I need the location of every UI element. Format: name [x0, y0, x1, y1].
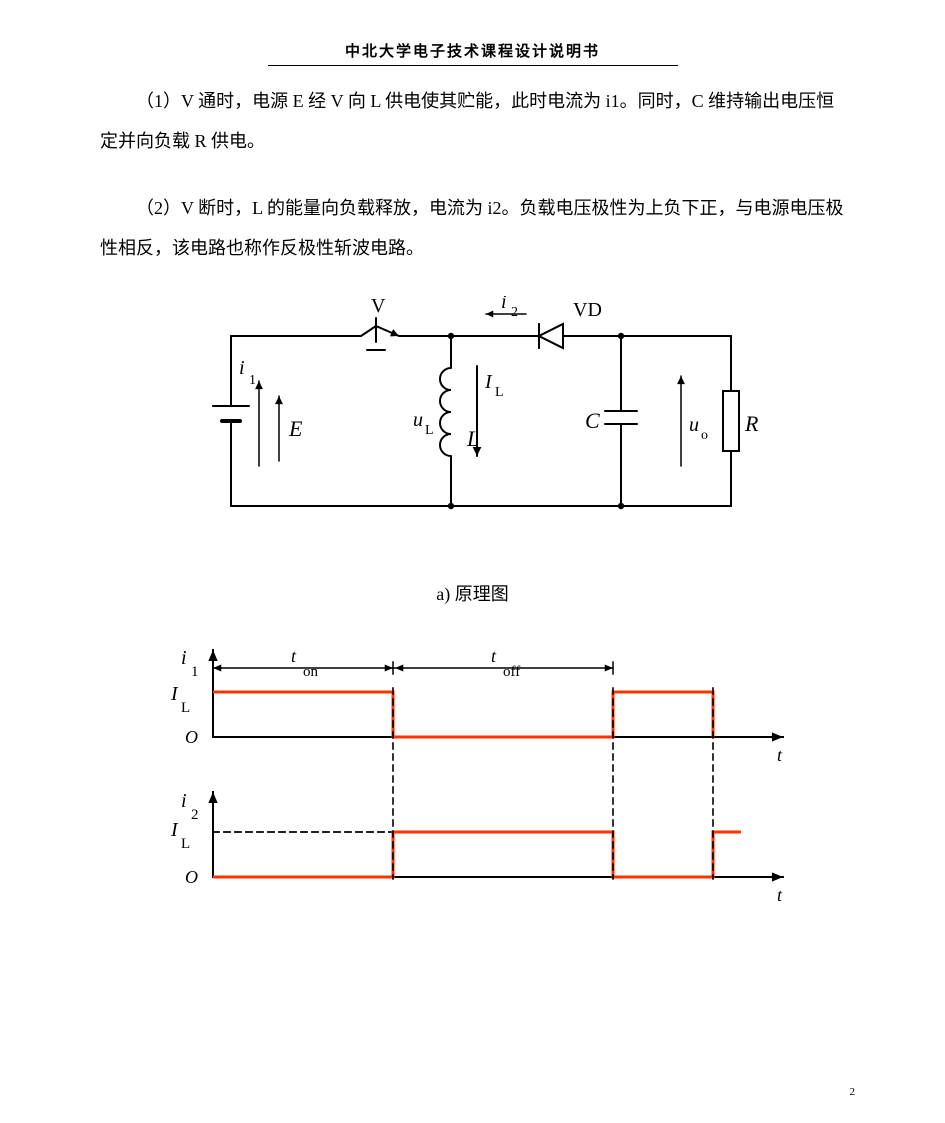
svg-text:1: 1: [249, 373, 256, 388]
svg-text:I: I: [170, 683, 179, 705]
svg-text:t: t: [777, 745, 783, 765]
svg-text:L: L: [181, 836, 190, 852]
svg-text:o: o: [701, 428, 708, 443]
svg-text:I: I: [170, 819, 179, 841]
svg-text:V: V: [371, 296, 386, 317]
svg-text:t: t: [291, 646, 297, 666]
svg-text:VD: VD: [573, 299, 602, 321]
svg-text:C: C: [585, 408, 600, 433]
svg-text:u: u: [689, 414, 699, 436]
svg-text:i: i: [239, 357, 245, 379]
svg-text:R: R: [744, 411, 759, 436]
svg-text:u: u: [413, 409, 423, 431]
paragraph-2: （2）V 断时，L 的能量向负载释放，电流为 i2。负载电压极性为上负下正，与电…: [100, 189, 845, 268]
svg-text:L: L: [181, 700, 190, 716]
svg-text:t: t: [777, 885, 783, 905]
waveform-diagram: i1ILOttontoffi2ILOt: [133, 642, 813, 927]
svg-text:O: O: [185, 867, 198, 887]
page-header: 中北大学电子技术课程设计说明书: [268, 40, 678, 66]
svg-text:i: i: [501, 296, 507, 313]
svg-text:2: 2: [191, 807, 199, 823]
svg-text:2: 2: [511, 305, 518, 320]
circuit-diagram: i1EVuLILLi2VDCuoR: [171, 296, 774, 544]
svg-text:off: off: [503, 664, 520, 680]
svg-text:i: i: [181, 647, 187, 669]
svg-text:on: on: [303, 664, 319, 680]
svg-text:I: I: [484, 371, 493, 393]
svg-text:L: L: [425, 423, 434, 438]
svg-text:i: i: [181, 790, 187, 812]
svg-text:L: L: [495, 385, 504, 400]
svg-text:O: O: [185, 727, 198, 747]
paragraph-1: （1）V 通时，电源 E 经 V 向 L 供电使其贮能，此时电流为 i1。同时，…: [100, 82, 845, 161]
content-area: （1）V 通时，电源 E 经 V 向 L 供电使其贮能，此时电流为 i1。同时，…: [0, 82, 945, 268]
svg-text:t: t: [491, 646, 497, 666]
caption-a: a) 原理图: [0, 580, 945, 606]
svg-text:L: L: [466, 426, 479, 451]
svg-text:E: E: [288, 416, 303, 441]
svg-text:1: 1: [191, 664, 199, 680]
page-number: 2: [850, 1086, 856, 1098]
